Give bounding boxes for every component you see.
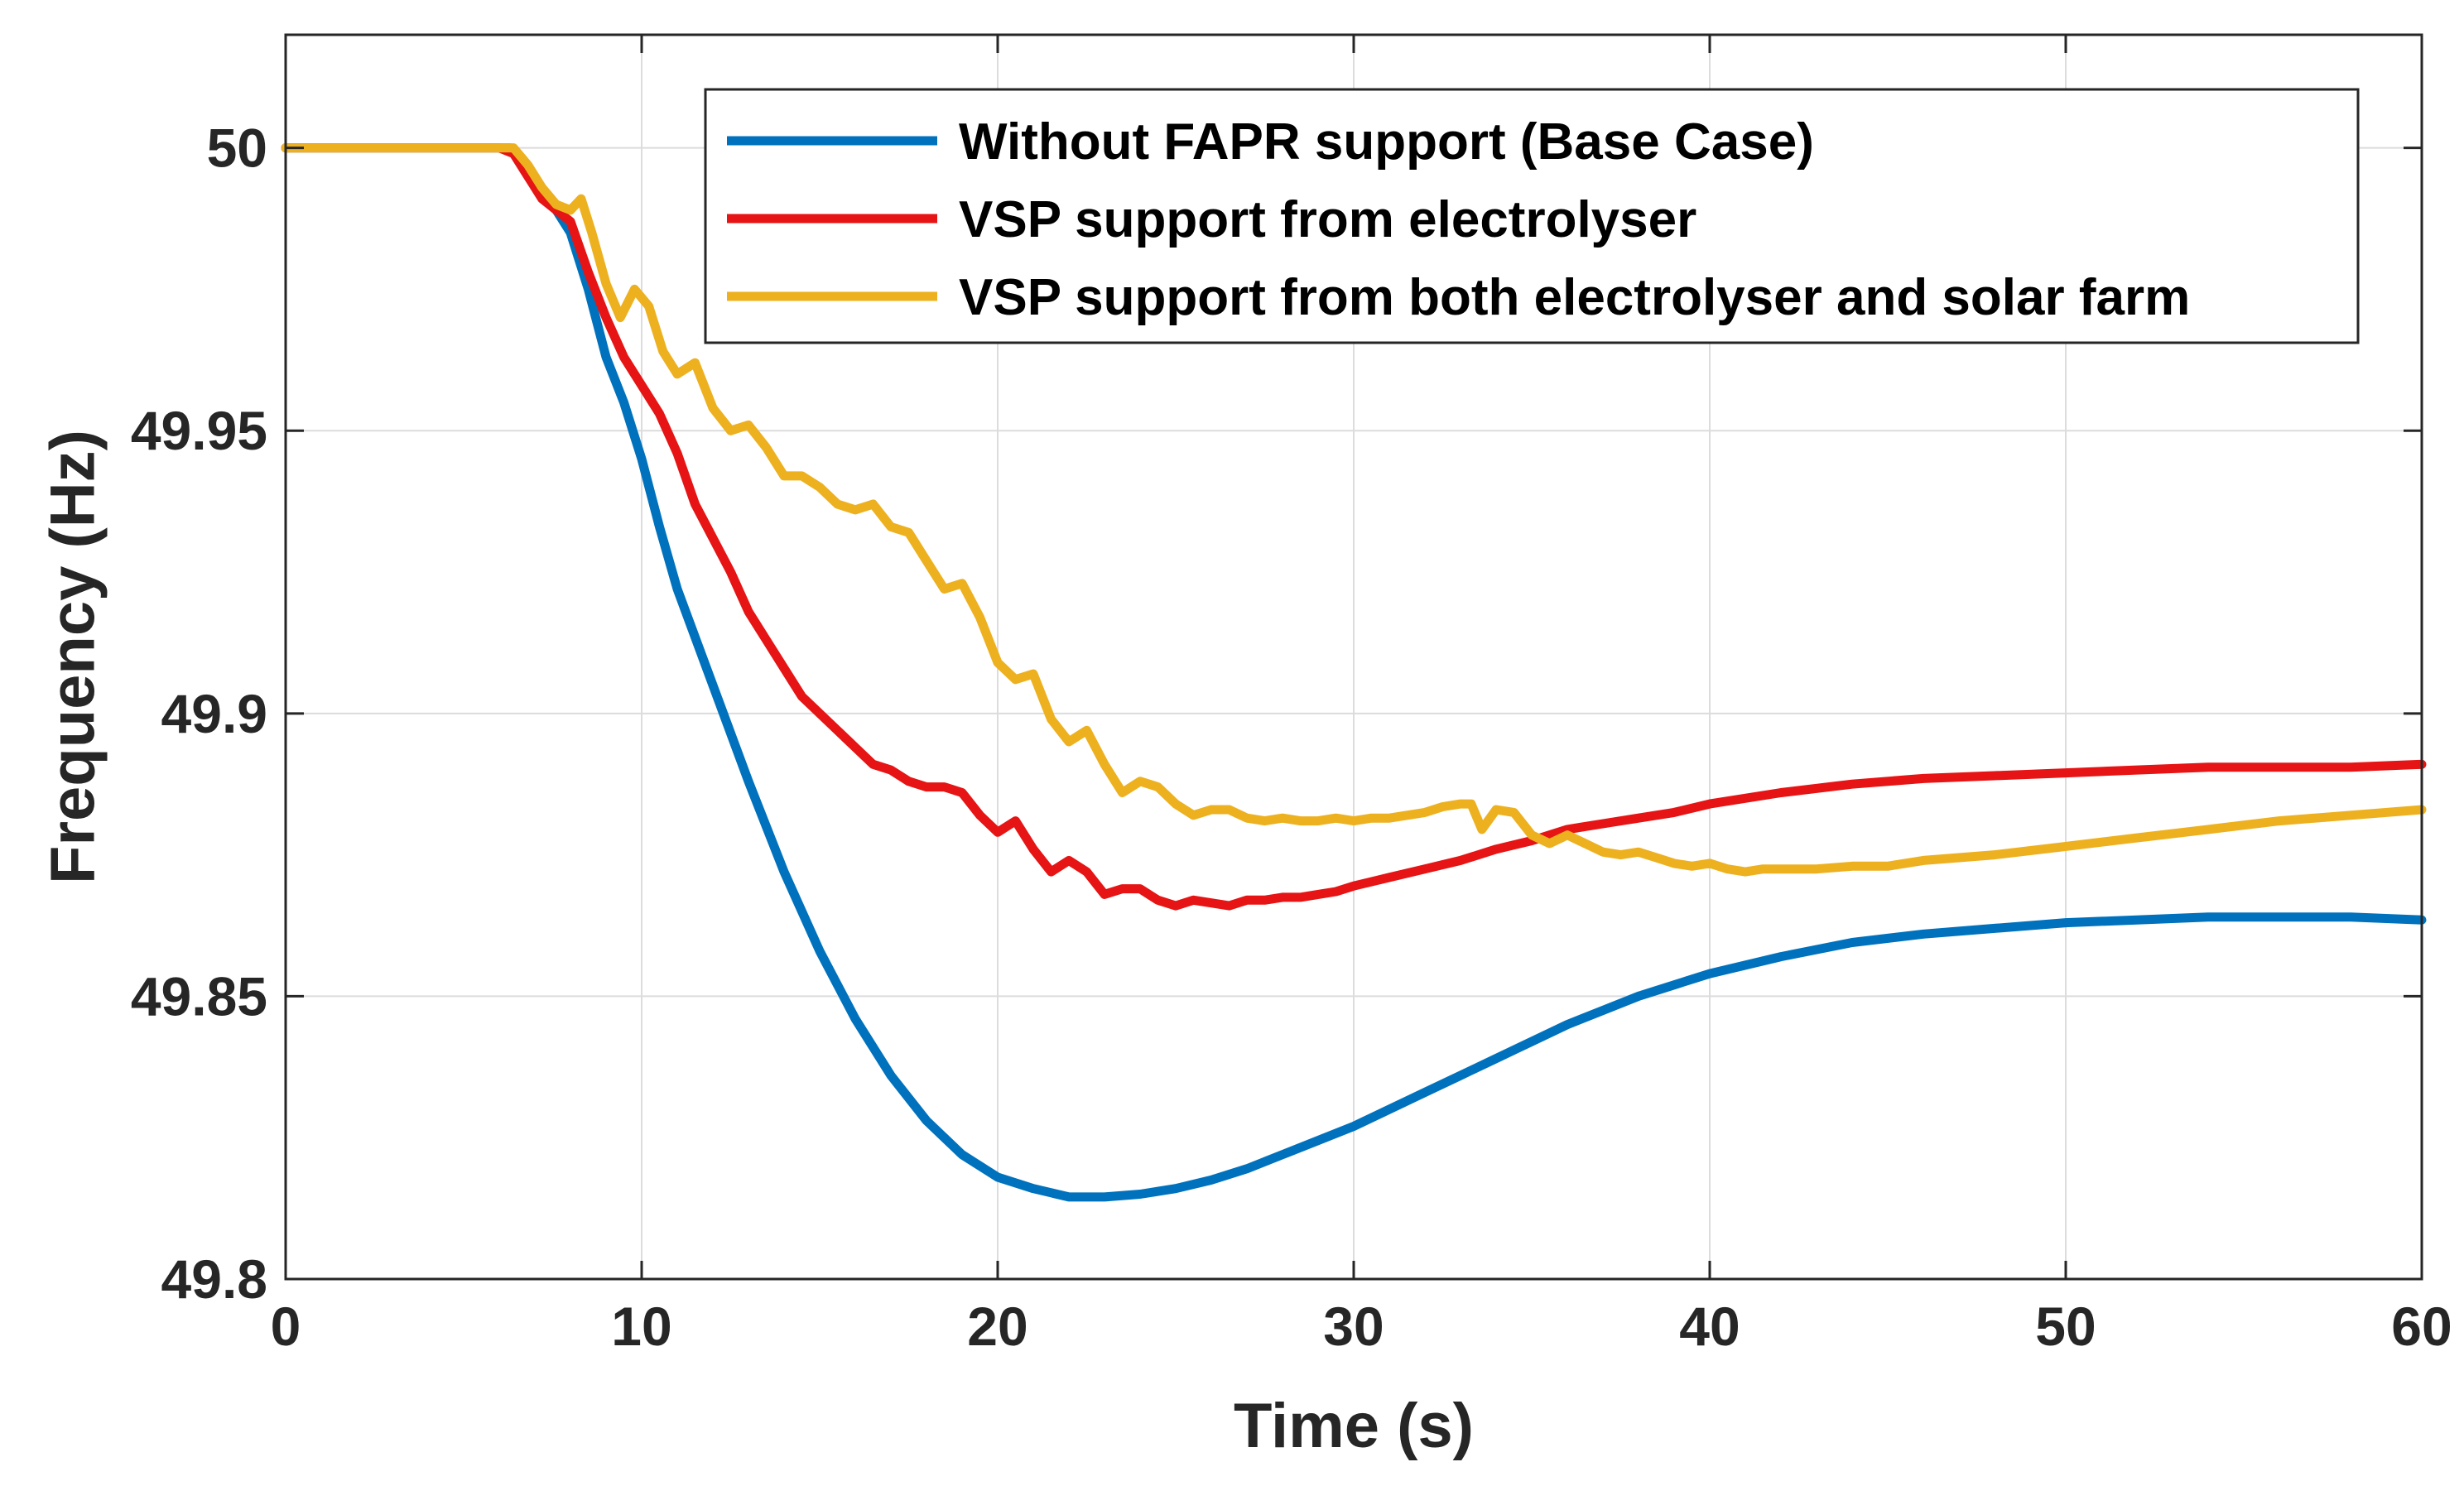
y-tick-label: 49.8 <box>161 1248 267 1310</box>
y-tick-label: 49.9 <box>161 683 267 744</box>
y-axis-label: Frequency (Hz) <box>38 430 108 884</box>
tick-layer: 0 10 20 30 40 50 60 49.8 49.85 49.9 49.95 50 <box>131 35 2452 1357</box>
legend-label-3: VSP support from both electrolyser and s… <box>959 269 2190 326</box>
series-line-3 <box>281 143 2427 877</box>
x-tick-label: 20 <box>967 1296 1027 1357</box>
series-line-1 <box>281 143 2427 1202</box>
x-tick-label: 60 <box>2391 1296 2452 1357</box>
x-tick-label: 10 <box>611 1296 671 1357</box>
series-layer <box>281 143 2427 1202</box>
x-tick-label: 30 <box>1323 1296 1384 1357</box>
x-axis-label: Time (s) <box>1234 1391 1474 1461</box>
x-tick-label: 0 <box>271 1296 301 1357</box>
legend-label-1: Without FAPR support (Base Case) <box>959 113 1814 171</box>
legend: Without FAPR support (Base Case) VSP supp… <box>704 88 2360 344</box>
legend-label-2: VSP support from electrolyser <box>959 191 1696 248</box>
x-tick-label: 40 <box>1679 1296 1740 1357</box>
y-tick-label: 50 <box>207 118 267 179</box>
x-tick-label: 50 <box>2035 1296 2096 1357</box>
legend-box <box>704 88 2360 344</box>
y-tick-label: 49.85 <box>131 965 267 1027</box>
series-line-2 <box>281 143 2427 911</box>
y-tick-label: 49.95 <box>131 400 267 461</box>
